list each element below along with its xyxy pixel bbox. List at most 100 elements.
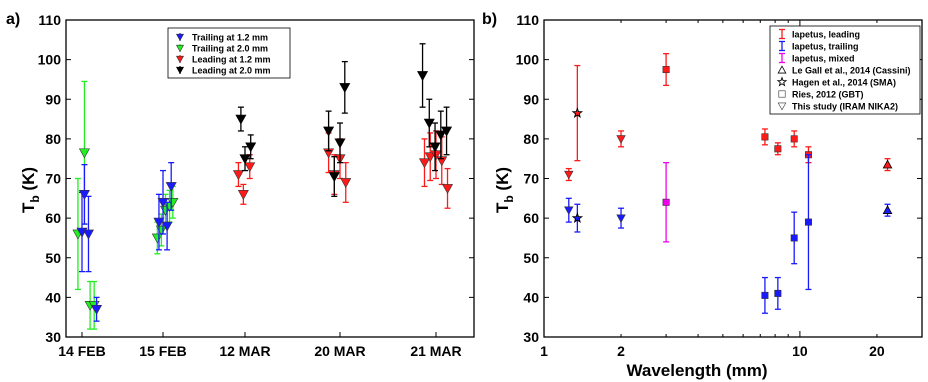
panel-b-legend-label: Ries, 2012 (GBT): [792, 90, 864, 100]
panel-b-ytick-label: 100: [516, 52, 540, 68]
panel-a-point: [78, 190, 90, 200]
panel-a-point: [244, 162, 256, 173]
panel-a-point: [429, 142, 441, 153]
panel-a-ytick-label: 80: [45, 131, 61, 147]
panel-b-point: [564, 170, 574, 180]
panel-b-label: b): [482, 11, 497, 28]
panel-a-point: [435, 130, 447, 141]
panel-b-legend-swatch: [779, 40, 785, 52]
panel-b-legend-swatch: [776, 76, 788, 87]
panel-b-legend: Iapetus, leading Iapetus, trailing Iapetus…: [769, 25, 921, 115]
panel-b-legend-swatch: [777, 65, 787, 74]
panel-b-legend-label: Le Gall et al., 2014 (Cassini): [792, 66, 911, 76]
panel-b-xtick-label: 2: [617, 343, 625, 359]
panel-b-point: [616, 135, 626, 144]
panel-a-ytick-label: 40: [45, 289, 61, 305]
panel-a-point: [323, 126, 335, 137]
panel-a-point: [334, 138, 346, 149]
panel-a-ylabel-sub: b: [28, 195, 42, 202]
panel-b-legend-swatch: [779, 28, 785, 40]
panel-b-point: [761, 133, 769, 141]
panel-a-legend-label: Trailing at 1.2 mm: [192, 33, 268, 43]
panel-a-legend-swatch: [175, 55, 185, 64]
panel-b-legend-swatch: [779, 52, 785, 64]
panel-b-point: [662, 66, 670, 74]
panel-b-ytick-label: 60: [523, 210, 539, 226]
panel-a-point: [165, 182, 177, 193]
panel-a-point: [78, 148, 90, 159]
panel-a-point: [167, 197, 179, 208]
panel-a-point: [436, 156, 448, 167]
panel-a-xtick-label: 20 MAR: [314, 343, 365, 359]
panel-a: a) 30 40 50 60 70 80 90 100 110 14 FEB 15 FEB 12 MA…: [6, 11, 475, 359]
panel-b-point: [790, 234, 798, 242]
panel-a-label: a): [6, 11, 20, 28]
panel-b: b) 30 40 50 60 70 80 90 100 110 1 2 10 20 Tb (K) Wav…: [482, 11, 923, 380]
panel-b-legend-swatch: [778, 90, 786, 98]
panel-a-ytick-label: 30: [45, 329, 61, 345]
panel-b-ylabel-sub: b: [502, 195, 516, 202]
panel-a-point: [235, 114, 247, 125]
panel-b-point: [571, 107, 584, 118]
panel-a-legend-label: Leading at 1.2 mm: [192, 55, 271, 65]
panel-a-point: [424, 152, 436, 163]
panel-b-legend-label: Hagen et al., 2014 (SMA): [792, 78, 896, 88]
panel-a-point: [151, 233, 163, 244]
panel-a-ytick-label: 110: [38, 12, 61, 28]
panel-b-point: [774, 145, 782, 153]
panel-a-ylabel: Tb (K): [19, 167, 42, 213]
panel-a-point: [153, 217, 165, 228]
panel-b-point: [662, 198, 670, 206]
panel-a-legend-swatch: [175, 33, 185, 42]
panel-b-ytick-label: 50: [523, 250, 539, 266]
panel-a-xtick-label: 21 MAR: [410, 343, 461, 359]
panel-a-point: [82, 229, 94, 240]
panel-a-legend-label: Trailing at 2.0 mm: [192, 44, 268, 54]
panel-b-point: [882, 205, 893, 214]
panel-b-ylabel-unit: (K): [493, 167, 512, 191]
panel-b-ylabel: Tb (K): [493, 167, 516, 213]
panel-b-ytick-label: 70: [523, 171, 539, 187]
panel-a-point: [340, 178, 352, 189]
panel-b-ytick-label: 80: [523, 131, 539, 147]
panel-b-legend-label: Iapetus, trailing: [792, 42, 859, 52]
panel-b-point: [774, 289, 782, 297]
panel-a-ytick-label: 70: [45, 171, 61, 187]
panel-b-plot-area: 30 40 50 60 70 80 90 100 110 1 2 10 20: [516, 12, 923, 359]
panel-a-ytick-label: 90: [45, 91, 61, 107]
panel-b-ytick-label: 30: [523, 329, 539, 345]
panel-b-point: [761, 291, 769, 299]
panel-b-ytick-label: 40: [523, 289, 539, 305]
panel-b-legend-label: Iapetus, mixed: [792, 54, 855, 64]
panel-b-legend-swatch: [777, 102, 787, 111]
panel-a-point: [423, 118, 435, 129]
panel-b-ylabel-main: T: [493, 202, 512, 213]
panel-a-point: [339, 83, 351, 93]
panel-b-legend-label: Iapetus, leading: [792, 30, 860, 40]
panel-b-point: [804, 218, 812, 226]
panel-a-xtick-label: 14 FEB: [58, 343, 105, 359]
panel-a-point: [441, 126, 453, 137]
panel-b-legend-box: [769, 25, 921, 115]
panel-a-point: [239, 154, 251, 165]
panel-a-ytick-label: 50: [45, 250, 61, 266]
panel-b-ytick-label: 110: [516, 12, 539, 28]
panel-b-xtick-label: 1: [540, 343, 548, 359]
panel-a-ytick-label: 60: [45, 210, 61, 226]
panel-a-point: [442, 184, 454, 195]
panel-b-ytick-label: 90: [523, 91, 539, 107]
panel-a-point: [430, 150, 442, 161]
panel-a-point: [161, 221, 173, 232]
panel-b-xtick-label: 10: [792, 343, 808, 359]
panel-b-point: [616, 214, 626, 223]
panel-a-xtick-label: 15 FEB: [139, 343, 186, 359]
panel-a-legend-swatch: [175, 44, 185, 53]
panel-a-plot-area: 30 40 50 60 70 80 90 100 110 14 FEB 15 FEB 12 MAR 20…: [38, 12, 475, 359]
panel-a-point: [245, 142, 257, 153]
panel-a-point: [91, 304, 103, 315]
panel-a-point: [328, 172, 340, 183]
panel-a-ytick-label: 100: [38, 52, 62, 68]
panel-b-xlabel: Wavelength (mm): [626, 361, 767, 380]
